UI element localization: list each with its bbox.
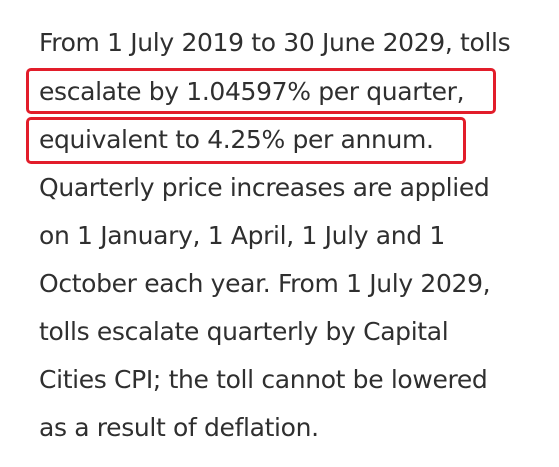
paragraph-line: Cities CPI; the toll cannot be lowered	[39, 365, 488, 394]
paragraph-line: From 1 July 2019 to 30 June 2029, tolls	[39, 28, 511, 57]
paragraph-line: as a result of deflation.	[39, 413, 319, 442]
paragraph-line: October each year. From 1 July 2029,	[39, 269, 491, 298]
red-highlight-box	[26, 68, 496, 114]
paragraph-line: on 1 January, 1 April, 1 July and 1	[39, 221, 445, 250]
paragraph-line-highlighted: escalate by 1.04597% per quarter,	[39, 77, 465, 106]
paragraph-line: tolls escalate quarterly by Capital	[39, 317, 449, 346]
paragraph-line: Quarterly price increases are applied	[39, 173, 490, 202]
red-highlight-box	[26, 117, 466, 164]
paragraph-line-highlighted: equivalent to 4.25% per annum.	[39, 125, 434, 154]
